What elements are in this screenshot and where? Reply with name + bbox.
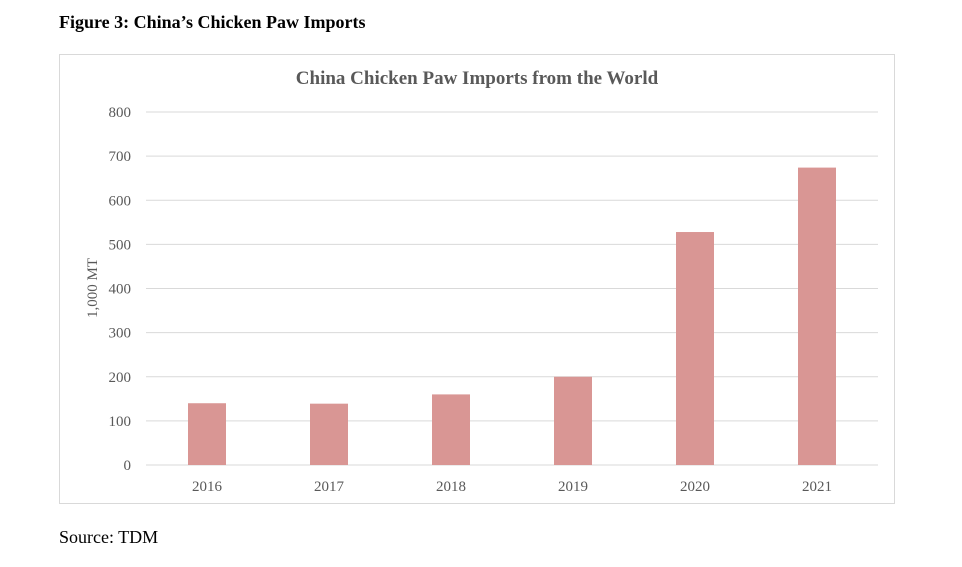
- x-tick-label: 2017: [314, 479, 345, 495]
- bar-2017: [310, 403, 348, 465]
- y-tick-label: 300: [109, 326, 132, 342]
- bars: [188, 167, 836, 465]
- chart-title: China Chicken Paw Imports from the World: [295, 68, 659, 89]
- bar-2018: [432, 394, 470, 465]
- bar-2019: [554, 376, 592, 465]
- x-tick-label: 2021: [802, 479, 832, 495]
- chart-frame: [59, 54, 895, 504]
- y-tick-label: 700: [109, 149, 132, 165]
- y-axis-ticks: 0 100 200 300 400 500 600 700 800: [109, 105, 132, 474]
- y-tick-label: 800: [109, 105, 132, 121]
- source-note: Source: TDM: [59, 527, 159, 547]
- bar-2021: [798, 167, 836, 465]
- y-tick-label: 200: [109, 370, 132, 386]
- x-tick-label: 2019: [558, 479, 588, 495]
- y-tick-label: 500: [109, 237, 132, 253]
- x-axis-ticks: 2016 2017 2018 2019 2020 2021: [192, 479, 832, 495]
- gridlines: [146, 111, 878, 466]
- y-tick-label: 100: [109, 414, 132, 430]
- bar-2020: [676, 232, 714, 465]
- figure-title: Figure 3: China’s Chicken Paw Imports: [59, 12, 366, 32]
- bar-2016: [188, 403, 226, 465]
- x-tick-label: 2018: [436, 479, 466, 495]
- y-tick-label: 400: [109, 282, 132, 298]
- y-tick-label: 0: [124, 458, 132, 474]
- x-tick-label: 2016: [192, 479, 223, 495]
- y-axis-label: 1,000 MT: [85, 258, 101, 318]
- y-tick-label: 600: [109, 193, 132, 209]
- x-tick-label: 2020: [680, 479, 710, 495]
